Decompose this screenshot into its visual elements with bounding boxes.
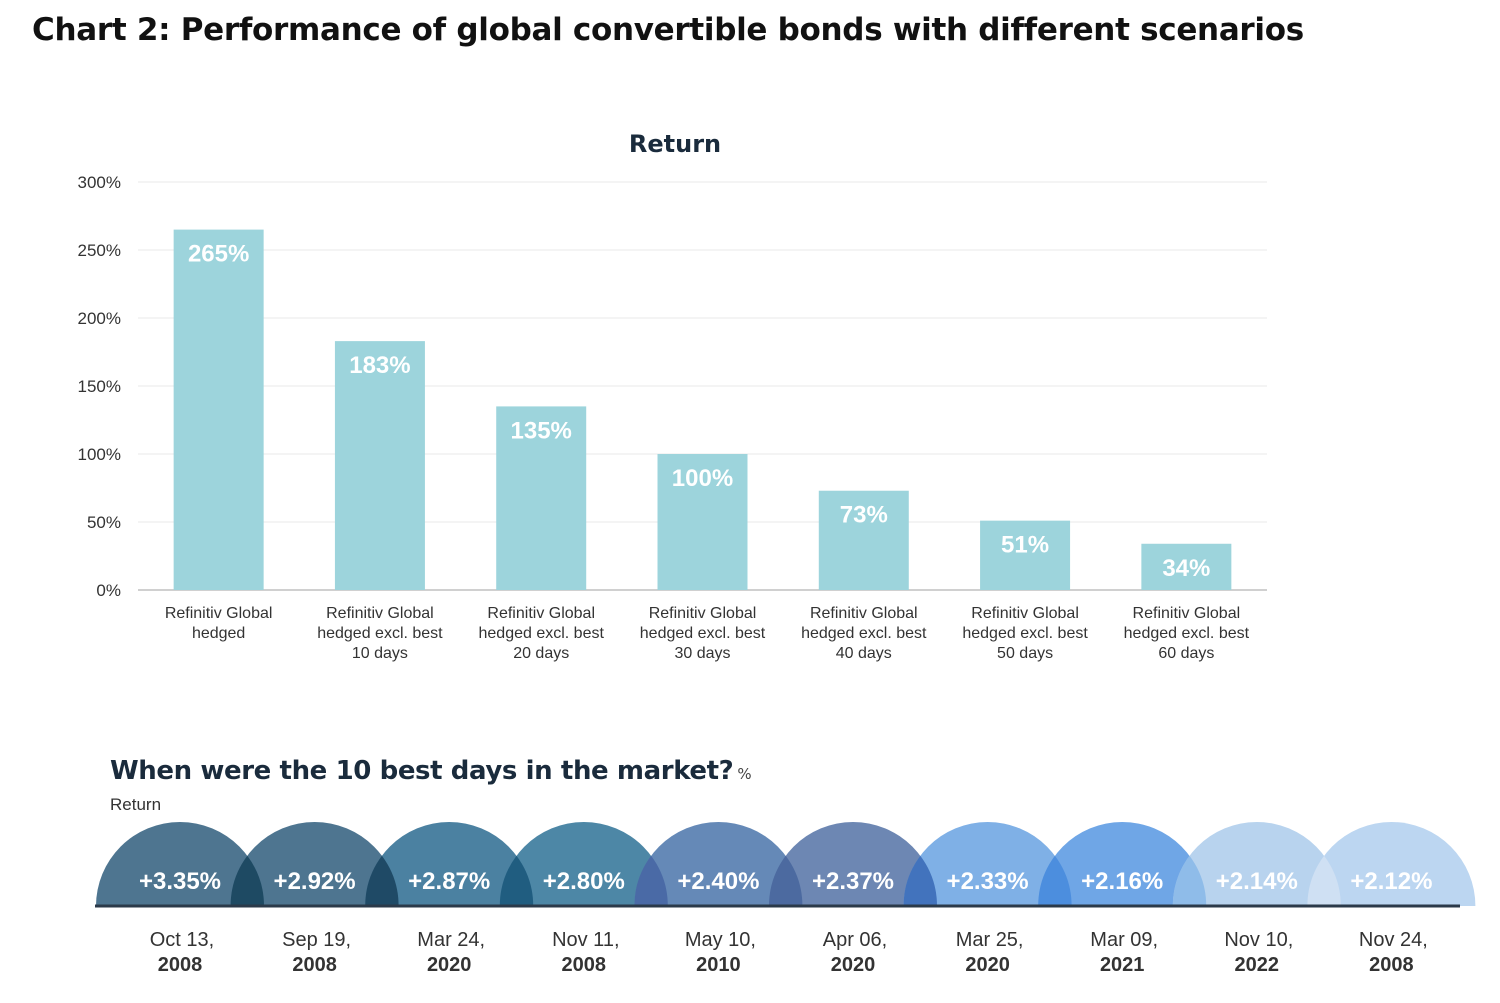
day-semicircle bbox=[499, 822, 668, 906]
day-overlap bbox=[769, 855, 803, 906]
day-return-label: +2.12% bbox=[1350, 868, 1432, 895]
day-semicircle bbox=[365, 822, 534, 906]
day-date-label: Sep 19, bbox=[282, 929, 351, 951]
bar bbox=[496, 406, 587, 590]
day-overlap bbox=[903, 855, 937, 906]
day-semicircle bbox=[903, 822, 1072, 906]
day-year-label: 2008 bbox=[292, 954, 337, 976]
day-semicircle bbox=[1172, 822, 1341, 906]
x-tick-label: 10 days bbox=[352, 645, 408, 662]
bar-data-label: 51% bbox=[1001, 532, 1049, 559]
day-overlap bbox=[499, 855, 534, 906]
day-return-label: +2.16% bbox=[1081, 868, 1163, 895]
y-tick-label: 0% bbox=[96, 581, 121, 600]
bar-data-label: 100% bbox=[672, 465, 733, 492]
day-year-label: 2022 bbox=[1235, 954, 1280, 976]
x-tick-label: Refinitiv Global bbox=[326, 605, 434, 622]
best-days-title-text: When were the 10 best days in the market… bbox=[110, 756, 734, 786]
day-year-label: 2020 bbox=[427, 954, 472, 976]
day-semicircle bbox=[769, 822, 937, 906]
day-return-label: +2.80% bbox=[543, 868, 625, 895]
y-tick-label: 150% bbox=[78, 377, 121, 396]
day-return-label: +3.35% bbox=[139, 868, 221, 895]
day-date-label: Mar 24, bbox=[417, 929, 485, 951]
x-tick-label: hedged excl. best bbox=[479, 625, 605, 642]
bar-chart-title: Return bbox=[629, 130, 721, 158]
x-tick-label: 20 days bbox=[513, 645, 569, 662]
chart-title: Chart 2: Performance of global convertib… bbox=[32, 12, 1304, 48]
bar-data-label: 34% bbox=[1162, 555, 1210, 582]
x-tick-label: hedged excl. best bbox=[1124, 625, 1250, 642]
day-date-label: Oct 13, bbox=[150, 929, 214, 951]
day-return-label: +2.37% bbox=[812, 868, 894, 895]
day-return-label: +2.40% bbox=[677, 868, 759, 895]
best-days-chart: +3.35% Oct 13, 2008 +2.92% Sep 19, 2008 +2.87%… bbox=[95, 822, 1476, 976]
day-year-label: 2010 bbox=[696, 954, 741, 976]
x-tick-label: 50 days bbox=[997, 645, 1053, 662]
x-tick-label: 60 days bbox=[1158, 645, 1214, 662]
x-tick-label: hedged excl. best bbox=[640, 625, 766, 642]
bar bbox=[980, 520, 1071, 590]
day-year-label: 2008 bbox=[562, 954, 607, 976]
day-semicircle bbox=[1038, 822, 1207, 906]
day-year-label: 2020 bbox=[831, 954, 876, 976]
bar bbox=[818, 490, 909, 590]
day-date-label: Nov 10, bbox=[1224, 929, 1293, 951]
bar bbox=[173, 229, 264, 590]
y-tick-label: 100% bbox=[78, 445, 121, 464]
bar bbox=[1141, 543, 1232, 590]
x-tick-label: Refinitiv Global bbox=[971, 605, 1079, 622]
day-overlap bbox=[365, 855, 399, 906]
x-tick-label: Refinitiv Global bbox=[649, 605, 757, 622]
day-overlap bbox=[1172, 855, 1207, 906]
x-tick-label: hedged excl. best bbox=[317, 625, 443, 642]
day-semicircle bbox=[1307, 822, 1476, 906]
day-date-label: Mar 25, bbox=[956, 929, 1024, 951]
best-days-unit: % bbox=[737, 765, 752, 783]
day-semicircle bbox=[634, 822, 803, 906]
x-tick-label: hedged bbox=[192, 625, 245, 642]
bar-data-label: 135% bbox=[511, 417, 572, 444]
x-tick-label: 30 days bbox=[674, 645, 730, 662]
x-tick-label: hedged excl. best bbox=[962, 625, 1088, 642]
day-date-label: Nov 11, bbox=[552, 929, 619, 951]
day-overlap bbox=[230, 855, 264, 906]
y-tick-label: 300% bbox=[78, 173, 121, 192]
y-tick-label: 200% bbox=[78, 309, 121, 328]
x-tick-label: Refinitiv Global bbox=[810, 605, 918, 622]
day-return-label: +2.87% bbox=[408, 868, 490, 895]
best-days-subtitle: Return bbox=[110, 795, 162, 814]
bar-data-label: 265% bbox=[188, 241, 249, 268]
day-year-label: 2008 bbox=[1369, 954, 1414, 976]
day-year-label: 2020 bbox=[965, 954, 1010, 976]
day-date-label: Apr 06, bbox=[823, 929, 887, 951]
day-date-label: May 10, bbox=[685, 929, 756, 951]
day-return-label: +2.92% bbox=[274, 868, 356, 895]
best-days-title: When were the 10 best days in the market… bbox=[110, 756, 752, 786]
day-overlap bbox=[634, 855, 668, 906]
bar-data-label: 73% bbox=[840, 502, 888, 529]
x-tick-label: Refinitiv Global bbox=[487, 605, 595, 622]
day-date-label: Mar 09, bbox=[1090, 929, 1158, 951]
x-tick-label: Refinitiv Global bbox=[1133, 605, 1241, 622]
return-bar-chart: Return 0% 50% 100% 150% 200% 250% 300% 265% Refin… bbox=[78, 130, 1267, 662]
bar-data-label: 183% bbox=[349, 352, 410, 379]
day-semicircle bbox=[96, 822, 264, 906]
day-year-label: 2008 bbox=[158, 954, 203, 976]
day-semicircle bbox=[230, 822, 399, 906]
bar bbox=[657, 454, 748, 590]
day-return-label: +2.33% bbox=[947, 868, 1029, 895]
day-year-label: 2021 bbox=[1100, 954, 1145, 976]
x-tick-label: hedged excl. best bbox=[801, 625, 927, 642]
day-return-label: +2.14% bbox=[1216, 868, 1298, 895]
x-tick-label: Refinitiv Global bbox=[165, 605, 273, 622]
day-overlap bbox=[1038, 855, 1072, 906]
x-tick-label: 40 days bbox=[836, 645, 892, 662]
day-date-label: Nov 24, bbox=[1359, 929, 1428, 951]
y-tick-label: 250% bbox=[78, 241, 121, 260]
y-tick-label: 50% bbox=[87, 513, 121, 532]
day-overlap bbox=[1307, 855, 1341, 906]
bar bbox=[334, 341, 425, 590]
